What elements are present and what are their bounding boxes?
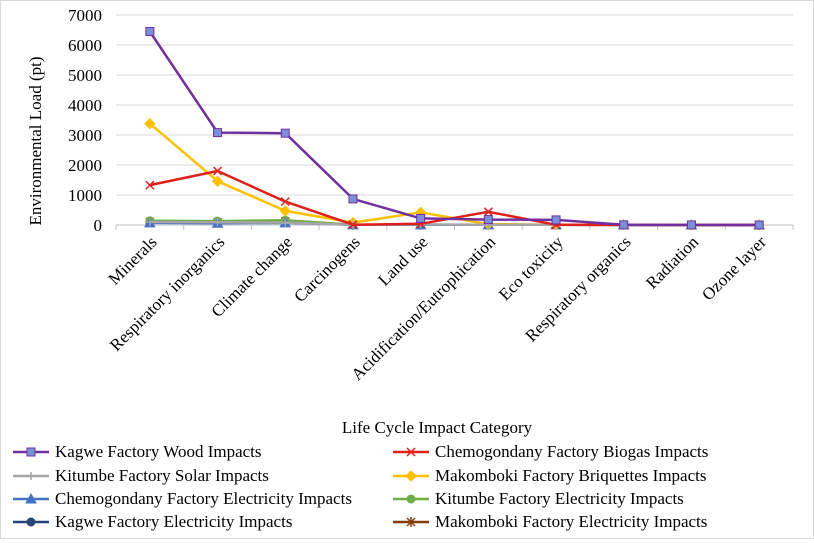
x-tick-label: Acidification/Eutrophication [348,232,500,384]
x-tick-label: Carcinogens [290,232,364,306]
series-line [149,169,760,227]
data-point [686,220,696,230]
legend-entry: Chemogondany Factory Biogas Impacts [393,442,708,461]
y-tick-label: 3000 [68,126,102,145]
legend-entry: Kitumbe Factory Electricity Impacts [393,489,684,508]
series-0 [145,27,764,230]
legend-label: Chemogondany Factory Biogas Impacts [435,442,708,461]
data-point [213,218,222,227]
legend-label: Makomboki Factory Briquettes Impacts [435,466,706,485]
legend-entry: Kagwe Factory Wood Impacts [13,442,262,461]
legend-swatch-marker [26,517,36,527]
x-tick-label: Respiratory inorganics [106,232,228,354]
gridlines [116,14,793,196]
legend-entry: Kitumbe Factory Solar Impacts [13,466,269,485]
y-tick-label: 6000 [68,36,102,55]
data-point [145,218,154,226]
data-point [483,215,493,225]
data-point [213,128,223,138]
legend-swatch-marker [25,492,37,504]
y-tick-label: 5000 [68,66,102,85]
legend-label: Makomboki Factory Electricity Impacts [435,512,707,531]
data-point [348,194,358,204]
data-point [145,27,155,36]
x-tick-label: Radiation [642,232,703,293]
legend-entry: Makomboki Factory Briquettes Impacts [393,466,706,485]
data-point [280,197,290,207]
legend-label: Kagwe Factory Wood Impacts [55,442,262,461]
y-tick-label: 4000 [68,96,102,115]
legend-swatch-marker [406,494,416,504]
legend-label: Kitumbe Factory Electricity Impacts [435,489,684,508]
data-point [483,207,493,217]
legend-label: Kagwe Factory Electricity Impacts [55,512,292,531]
x-tick-label: Eco toxicity [495,232,567,304]
legend-label: Kitumbe Factory Solar Impacts [55,466,269,485]
series-line [148,30,760,227]
data-point [213,166,223,176]
y-tick-label: 1000 [68,186,102,205]
legend-entry: Makomboki Factory Electricity Impacts [393,512,707,531]
legend-swatch-marker [406,517,416,527]
y-tick-label: 0 [94,216,103,235]
data-point [619,220,629,230]
legend-entry: Kagwe Factory Electricity Impacts [13,512,292,531]
data-point [348,220,358,230]
x-axis-label: Life Cycle Impact Category [342,418,533,437]
legend: Kagwe Factory Wood Impacts Chemogondany F… [13,442,708,531]
x-tick-label: Minerals [105,232,161,288]
legend-swatch-marker [27,472,35,480]
y-tick-label: 7000 [68,6,102,25]
data-point [280,128,290,138]
data-point [281,218,290,227]
legend-swatch-marker [26,447,36,457]
y-tick-label: 2000 [68,156,102,175]
legend-swatch-marker [406,447,416,457]
series-line [148,122,760,227]
legend-label: Chemogondany Factory Electricity Impacts [55,489,352,508]
y-axis-label: Environmental Load (pt) [26,56,45,225]
series-lines [144,27,765,231]
legend-swatch-marker [405,470,417,482]
x-tick-label: Land use [374,232,431,289]
data-point [144,117,156,130]
x-tick-label: Ozone layer [698,232,770,304]
data-point [279,205,291,217]
data-point [754,220,764,230]
legend-entry: Chemogondany Factory Electricity Impacts [13,489,352,508]
data-point [416,213,426,223]
data-point [211,175,224,187]
data-point [551,215,561,225]
data-point [145,180,155,190]
